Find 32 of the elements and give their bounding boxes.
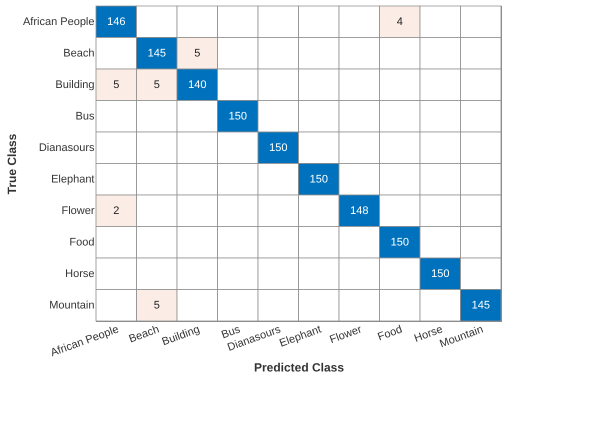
- data-label: 2: [113, 204, 120, 217]
- y-tick-label: African People: [22, 16, 94, 28]
- data-label: 150: [310, 173, 328, 186]
- data-label: 5: [154, 78, 160, 91]
- y-tick-label: Dianasours: [38, 142, 95, 154]
- data-label: 146: [107, 16, 126, 28]
- data-label: 145: [148, 47, 166, 60]
- data-label: 5: [113, 78, 120, 91]
- data-label: 4: [396, 16, 403, 28]
- y-tick-label: Beach: [63, 47, 94, 60]
- data-label: 140: [188, 78, 206, 91]
- y-tick-label: Elephant: [51, 173, 94, 186]
- x-axis-title: Predicted Class: [254, 360, 344, 374]
- y-tick-label: Food: [69, 236, 94, 248]
- y-tick-label: Horse: [65, 268, 94, 280]
- y-tick-label: Building: [55, 78, 94, 91]
- y-tick-label: Flower: [61, 204, 95, 217]
- y-tick-label: Mountain: [49, 299, 94, 312]
- y-tick-label: Bus: [76, 110, 95, 122]
- data-label: 150: [390, 236, 409, 248]
- data-label: 150: [228, 110, 247, 122]
- x-tick-label: Food: [376, 324, 404, 344]
- data-label: 150: [431, 268, 450, 280]
- x-tick-label: Flower: [328, 323, 364, 346]
- x-tick-label: Beach: [127, 324, 161, 346]
- data-label: 5: [154, 299, 160, 312]
- x-tick-label: Building: [160, 324, 202, 348]
- data-label: 150: [269, 142, 288, 154]
- data-label: 148: [350, 204, 368, 217]
- data-label: 5: [194, 47, 200, 60]
- y-axis-title: True Class: [4, 133, 19, 194]
- data-label: 145: [472, 299, 490, 312]
